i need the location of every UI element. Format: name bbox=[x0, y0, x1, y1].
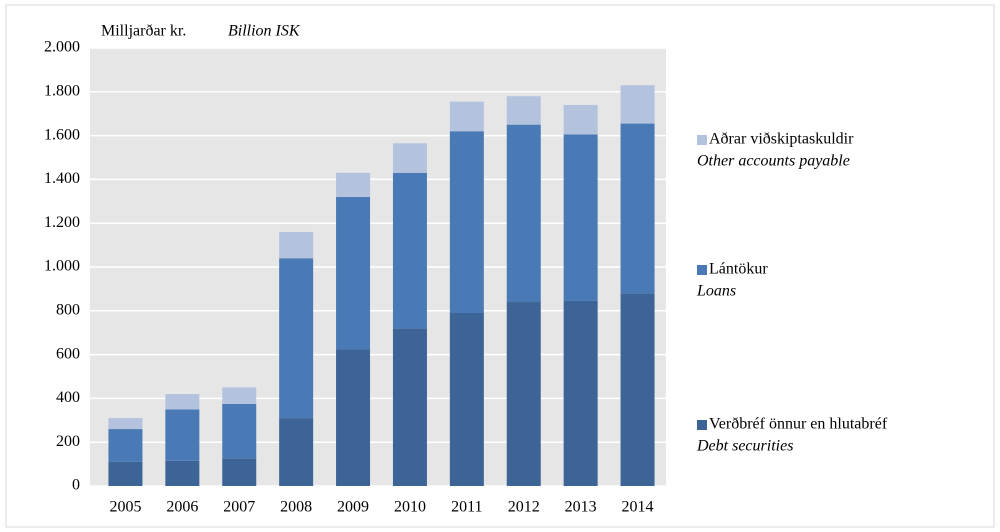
y-tick-label: 0 bbox=[72, 477, 80, 494]
y-axis-label-en: Billion ISK bbox=[228, 23, 301, 40]
bar-segment bbox=[108, 461, 143, 486]
bar-segment bbox=[620, 293, 655, 486]
bar-segment bbox=[336, 172, 371, 197]
bar-segment bbox=[449, 312, 484, 486]
legend-swatch bbox=[697, 135, 707, 145]
y-tick-label: 600 bbox=[56, 345, 80, 362]
bar-segment bbox=[506, 302, 541, 486]
x-tick-label: 2005 bbox=[109, 499, 141, 516]
bar-segment bbox=[165, 460, 200, 486]
y-tick-label: 1.000 bbox=[44, 258, 80, 275]
bar-segment bbox=[279, 418, 314, 486]
x-tick-label: 2007 bbox=[223, 499, 255, 516]
bar-segment bbox=[620, 123, 655, 294]
bar-segment bbox=[279, 231, 314, 259]
legend-swatch bbox=[697, 420, 707, 430]
bar-segment bbox=[506, 96, 541, 125]
bar-segment bbox=[222, 458, 257, 486]
x-tick-label: 2011 bbox=[451, 499, 482, 516]
bar-segment bbox=[108, 429, 143, 462]
y-tick-label: 1.800 bbox=[44, 82, 80, 99]
bar-segment bbox=[449, 131, 484, 313]
x-tick-label: 2010 bbox=[394, 499, 426, 516]
y-tick-label: 2.000 bbox=[44, 39, 80, 56]
y-tick-label: 1.400 bbox=[44, 170, 80, 187]
x-tick-label: 2006 bbox=[166, 499, 198, 516]
bar-segment bbox=[108, 418, 143, 430]
bar-segment bbox=[563, 300, 598, 486]
x-tick-label: 2008 bbox=[280, 499, 312, 516]
legend-label-en: Loans bbox=[696, 283, 736, 300]
bar-segment bbox=[165, 394, 200, 410]
legend-label-en: Other accounts payable bbox=[697, 153, 850, 170]
y-tick-label: 1.600 bbox=[44, 126, 80, 143]
legend-label-en: Debt securities bbox=[696, 438, 793, 455]
y-axis-label: Milljarðar kr. bbox=[101, 23, 186, 40]
legend-swatch bbox=[697, 265, 707, 275]
bar-segment bbox=[392, 328, 427, 486]
x-tick-label: 2013 bbox=[565, 499, 597, 516]
bar-segment bbox=[336, 196, 371, 350]
bar-segment bbox=[392, 172, 427, 329]
bar-segment bbox=[279, 258, 314, 419]
legend-label: Lántökur bbox=[709, 261, 768, 278]
x-tick-label: 2014 bbox=[622, 499, 654, 516]
bar-segment bbox=[563, 134, 598, 301]
y-tick-label: 200 bbox=[56, 433, 80, 450]
y-tick-label: 1.200 bbox=[44, 214, 80, 231]
bar-segment bbox=[222, 387, 257, 404]
legend-label: Aðrar viðskiptaskuldir bbox=[709, 131, 854, 148]
bar-segment bbox=[336, 349, 371, 486]
y-tick-label: 400 bbox=[56, 389, 80, 406]
bar-segment bbox=[392, 143, 427, 173]
y-tick-label: 800 bbox=[56, 301, 80, 318]
legend-label: Verðbréf önnur en hlutabréf bbox=[709, 416, 888, 433]
bar-segment bbox=[222, 403, 257, 459]
bar-segment bbox=[506, 124, 541, 303]
x-tick-label: 2009 bbox=[337, 499, 369, 516]
x-tick-label: 2012 bbox=[508, 499, 540, 516]
bar-segment bbox=[449, 101, 484, 132]
bar-segment bbox=[563, 104, 598, 135]
bar-segment bbox=[620, 85, 655, 124]
bar-segment bbox=[165, 409, 200, 461]
